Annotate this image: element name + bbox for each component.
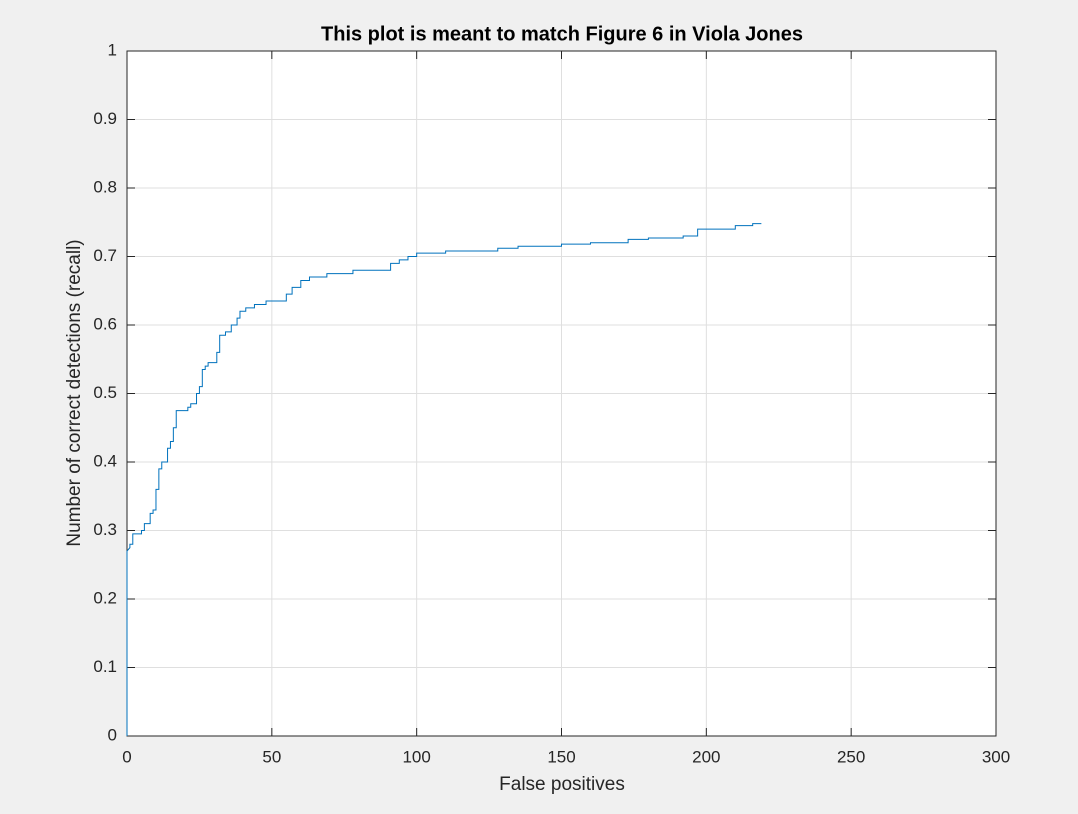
x-tick-label: 100 [402, 747, 430, 766]
y-tick-label: 0 [108, 725, 117, 744]
data-line [126, 223, 762, 736]
y-tick-label: 0.8 [93, 177, 117, 196]
y-tick-label: 0.7 [93, 246, 117, 265]
y-tick-label: 0.4 [93, 451, 117, 470]
x-tick-label: 50 [262, 747, 281, 766]
x-tick-label: 0 [122, 747, 131, 766]
y-tick-label: 0.6 [93, 314, 117, 333]
x-axis-label: False positives [499, 774, 625, 795]
x-tick-label: 250 [837, 747, 865, 766]
y-axis-label: Number of correct detections (recall) [64, 239, 85, 546]
y-tick-label: 0.9 [93, 109, 117, 128]
x-tick-label: 150 [547, 747, 575, 766]
y-tick-label: 0.1 [93, 657, 117, 676]
y-tick-label: 0.3 [93, 520, 117, 539]
y-tick-label: 1 [108, 40, 117, 59]
x-tick-label: 200 [692, 747, 720, 766]
x-tick-label: 300 [982, 747, 1010, 766]
chart-title: This plot is meant to match Figure 6 in … [321, 23, 803, 45]
y-tick-label: 0.5 [93, 383, 117, 402]
y-tick-label: 0.2 [93, 588, 117, 607]
axes-box [126, 50, 997, 737]
